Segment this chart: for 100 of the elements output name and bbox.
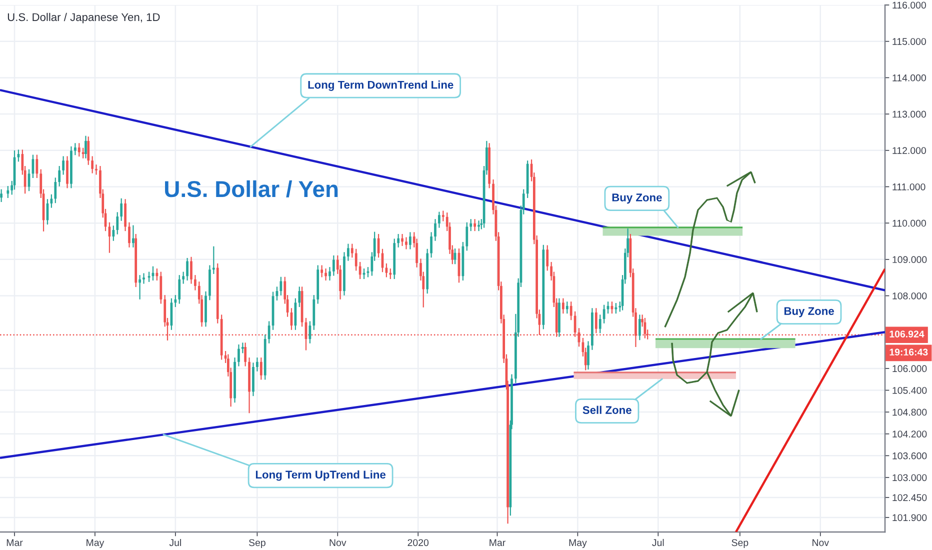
candlestick xyxy=(298,286,301,308)
candlestick xyxy=(78,142,80,158)
candlestick xyxy=(566,301,568,314)
x-tick-label: Mar xyxy=(6,539,23,546)
y-tick-label: 102.450 xyxy=(892,494,927,502)
candlestick xyxy=(638,314,641,341)
x-tick-label: Nov xyxy=(812,539,829,546)
x-tick-label: Nov xyxy=(330,539,346,546)
ref-line-label: 106.924 xyxy=(890,330,924,338)
candlestick xyxy=(562,298,564,314)
candlestick xyxy=(405,236,408,250)
candlestick xyxy=(58,165,61,187)
candlestick xyxy=(82,147,84,159)
candlestick xyxy=(6,185,10,199)
y-tick-label: 110.000 xyxy=(892,220,926,227)
candlestick xyxy=(587,340,590,370)
y-tick-label: 104.200 xyxy=(892,430,927,438)
y-tick-label: 108.000 xyxy=(892,292,927,300)
candlestick xyxy=(570,301,572,321)
candlestick xyxy=(358,261,362,280)
candlestick xyxy=(160,271,162,304)
candlestick xyxy=(182,271,185,284)
y-tick-label: 106.000 xyxy=(892,365,927,372)
candlestick xyxy=(54,177,57,204)
candlestick xyxy=(328,266,331,282)
candlestick xyxy=(194,274,196,291)
candlestick xyxy=(112,225,115,242)
candlestick xyxy=(546,244,549,272)
candlestick xyxy=(244,342,247,367)
candlestick xyxy=(116,212,119,235)
annotation: Long Term UpTrend Line xyxy=(256,470,386,481)
candlestick xyxy=(324,268,327,282)
candlestick xyxy=(409,232,412,250)
candlestick xyxy=(124,198,126,232)
x-tick-label: Mar xyxy=(490,539,506,546)
candlestick xyxy=(401,233,404,247)
candlestick xyxy=(120,198,123,222)
candlestick xyxy=(434,218,436,242)
candlestick xyxy=(0,188,3,203)
x-tick-label: Jul xyxy=(169,538,181,546)
y-tick-label: 113.000 xyxy=(892,110,926,118)
text: U.S. Dollar / Japanese Yen, 1D xyxy=(8,12,160,24)
x-tick-label: Sep xyxy=(732,539,748,548)
y-tick-label: 105.400 xyxy=(892,386,927,394)
candlestick xyxy=(474,218,476,232)
candlestick xyxy=(84,135,87,159)
candlestick xyxy=(320,264,324,278)
candlestick xyxy=(36,154,38,179)
candlestick xyxy=(238,344,240,367)
annotation: Sell Zone xyxy=(582,406,632,414)
candlestick xyxy=(256,356,258,372)
candlestick xyxy=(280,276,282,296)
x-tick-label: Sep xyxy=(248,539,266,548)
candlestick xyxy=(442,210,444,222)
y-tick-label: 111.000 xyxy=(892,183,926,190)
candlestick xyxy=(62,156,64,176)
y-tick-label: 101.900 xyxy=(892,514,927,522)
candlestick xyxy=(397,233,400,248)
x-tick-label: Jul xyxy=(652,538,664,546)
candlestick xyxy=(142,272,145,284)
candlestick xyxy=(132,224,134,248)
candlestick xyxy=(190,256,192,284)
candlestick xyxy=(87,136,90,166)
candlestick xyxy=(438,211,440,228)
y-tick-label: 114.000 xyxy=(892,74,926,82)
y-tick-label: 103.600 xyxy=(892,452,927,460)
candlestick xyxy=(347,243,350,262)
y-tick-label: 115.000 xyxy=(892,38,926,45)
candlestick xyxy=(138,274,141,300)
candlestick xyxy=(95,164,98,176)
y-tick-label: 104.800 xyxy=(892,408,927,416)
x-tick-label: May xyxy=(569,539,587,548)
y-tick-label: 109.000 xyxy=(892,256,927,264)
candlestick xyxy=(128,222,130,248)
annotation: U.S. Dollar / Yen xyxy=(165,180,338,198)
candlestick xyxy=(91,156,94,174)
candlestick xyxy=(332,254,335,276)
candlestick xyxy=(174,294,177,308)
y-tick-label: 103.000 xyxy=(892,474,927,482)
candlestick xyxy=(241,342,244,354)
candlestick xyxy=(354,248,358,272)
candlestick xyxy=(466,222,468,252)
candlestick xyxy=(602,304,606,324)
annotation: Buy Zone xyxy=(784,307,834,318)
candlestick xyxy=(186,257,188,282)
y-tick-label: 116.000 xyxy=(892,2,926,9)
candlestick xyxy=(17,149,20,162)
y-tick-label: 112.000 xyxy=(892,147,926,154)
candlestick xyxy=(350,243,354,258)
x-tick-label: May xyxy=(86,539,104,548)
candlestick xyxy=(74,142,76,156)
candlestick xyxy=(178,274,181,304)
candlestick xyxy=(430,232,432,258)
candlestick xyxy=(260,356,262,380)
candlestick xyxy=(470,218,472,232)
x-tick-label: 2020 xyxy=(408,539,429,546)
candlestick xyxy=(598,314,602,334)
text: 19:16:43 xyxy=(890,348,928,356)
candlestick xyxy=(66,156,68,189)
annotation: Long Term DownTrend Line xyxy=(308,80,454,91)
